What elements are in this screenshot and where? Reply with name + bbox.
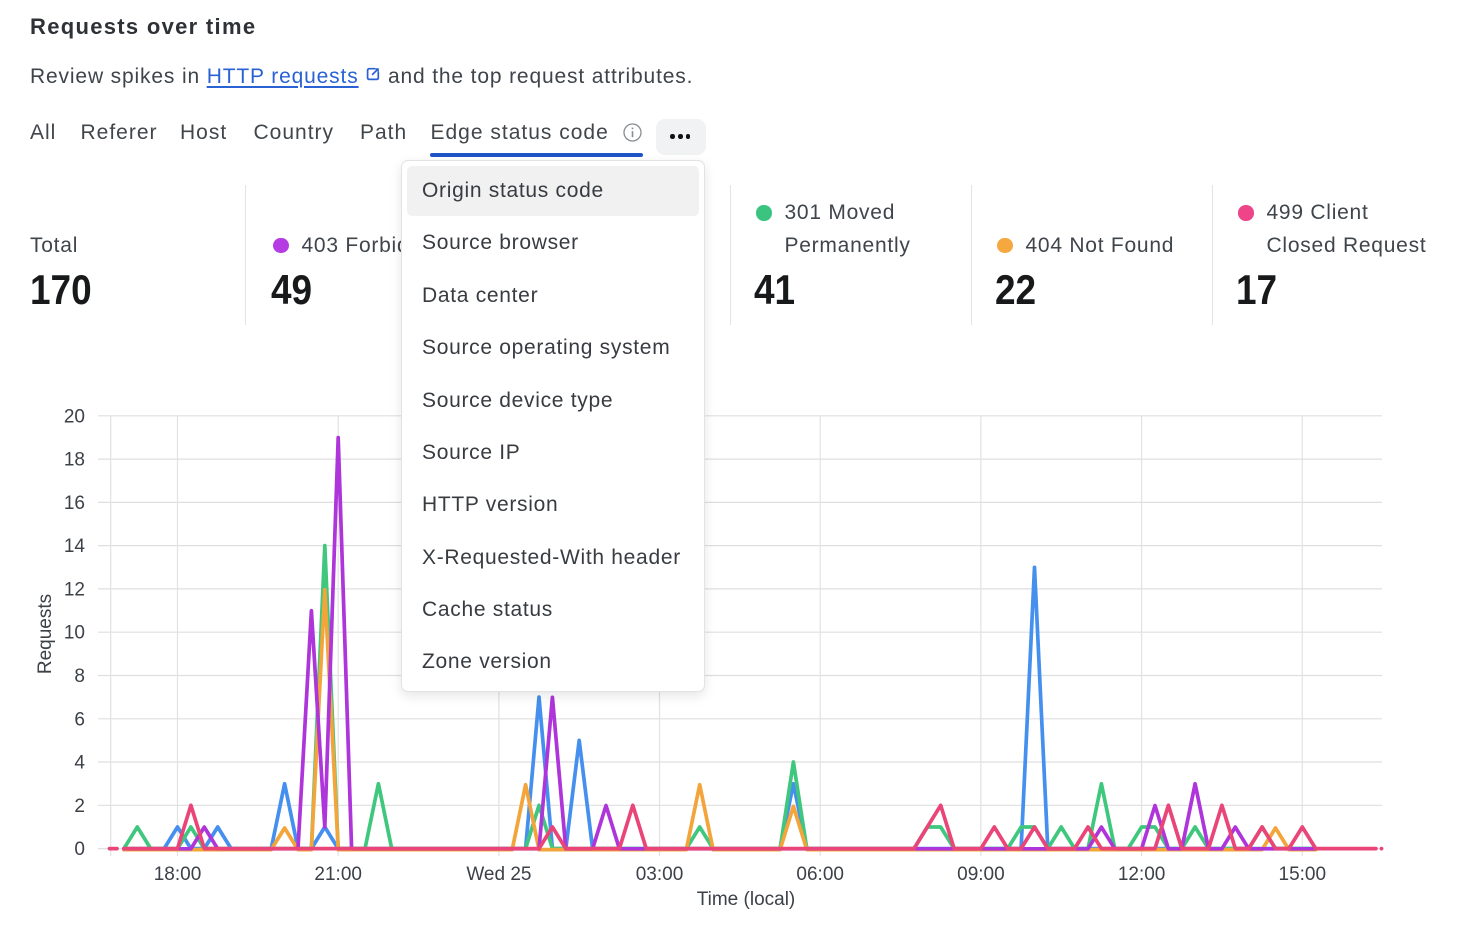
svg-text:16: 16 bbox=[64, 493, 85, 514]
svg-text:10: 10 bbox=[64, 623, 85, 644]
svg-text:12: 12 bbox=[64, 579, 85, 600]
svg-text:4: 4 bbox=[74, 753, 85, 774]
svg-text:Requests: Requests bbox=[35, 594, 56, 674]
svg-text:0: 0 bbox=[74, 839, 85, 860]
svg-text:14: 14 bbox=[64, 536, 86, 557]
svg-text:2: 2 bbox=[74, 796, 85, 817]
svg-text:Time (local): Time (local) bbox=[697, 889, 796, 910]
svg-text:06:00: 06:00 bbox=[796, 864, 844, 885]
svg-text:03:00: 03:00 bbox=[636, 864, 684, 885]
svg-text:21:00: 21:00 bbox=[314, 864, 362, 885]
svg-text:15:00: 15:00 bbox=[1279, 864, 1327, 885]
svg-text:18: 18 bbox=[64, 450, 85, 471]
svg-text:8: 8 bbox=[74, 666, 85, 687]
svg-text:18:00: 18:00 bbox=[154, 864, 202, 885]
svg-text:6: 6 bbox=[74, 709, 85, 730]
svg-text:09:00: 09:00 bbox=[957, 864, 1005, 885]
svg-text:Wed 25: Wed 25 bbox=[466, 864, 531, 885]
svg-text:12:00: 12:00 bbox=[1118, 864, 1166, 885]
svg-text:20: 20 bbox=[64, 406, 85, 427]
